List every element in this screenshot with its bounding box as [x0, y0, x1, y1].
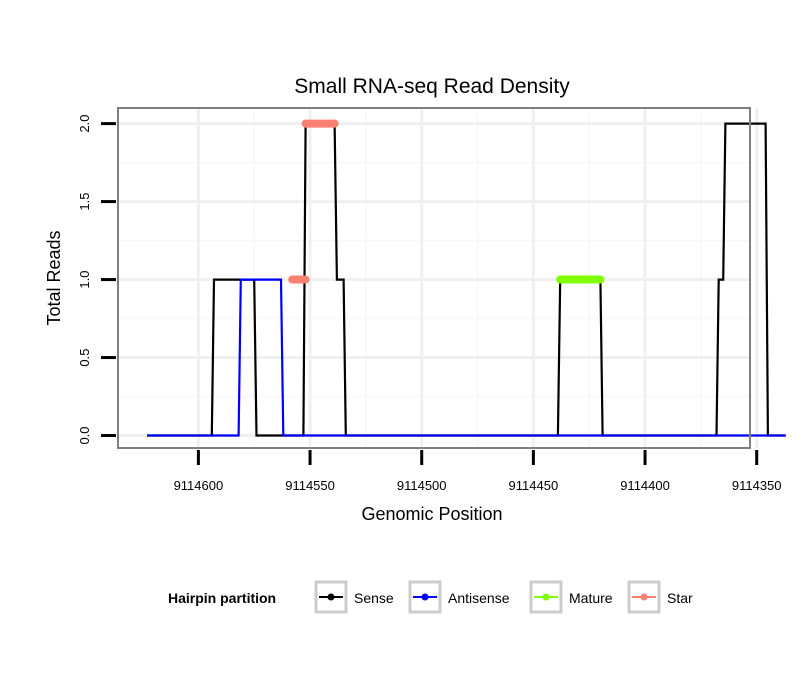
x-tick-label: 9114350 [732, 478, 782, 493]
legend-key-dot [542, 593, 550, 601]
legend: Hairpin partition Sense Antisense Mature St… [168, 580, 693, 614]
y-axis: 0.0 0.5 1.0 1.5 2.0 [77, 115, 116, 445]
legend-label-antisense: Antisense [448, 590, 510, 606]
grid [118, 108, 759, 448]
legend-label-star: Star [667, 590, 693, 606]
plot-border [117, 107, 751, 449]
x-axis-title: Genomic Position [361, 504, 502, 524]
legend-label-sense: Sense [354, 590, 394, 606]
legend-key-dot [421, 593, 429, 601]
x-tick-label: 9114550 [285, 478, 335, 493]
x-axis: 9114600 9114550 9114500 9114450 9114400 91143… [174, 450, 782, 493]
x-tick-label: 9114450 [509, 478, 559, 493]
y-tick-label: 2.0 [77, 115, 92, 133]
y-axis-title: Total Reads [44, 230, 64, 325]
x-tick-label: 9114400 [620, 478, 670, 493]
series-layer [147, 119, 786, 437]
y-tick-label: 0.5 [77, 349, 92, 367]
x-tick-label: 9114500 [397, 478, 447, 493]
chart-title: Small RNA-seq Read Density [294, 75, 570, 98]
legend-label-mature: Mature [569, 590, 613, 606]
legend-key-dot [327, 593, 335, 601]
series-antisense-line [147, 278, 786, 437]
y-tick-label: 1.5 [77, 193, 92, 211]
x-tick-label: 9114600 [174, 478, 224, 493]
legend-title: Hairpin partition [168, 590, 276, 606]
y-tick-label: 0.0 [77, 426, 92, 444]
y-tick-label: 1.0 [77, 271, 92, 289]
legend-key-dot [640, 593, 648, 601]
